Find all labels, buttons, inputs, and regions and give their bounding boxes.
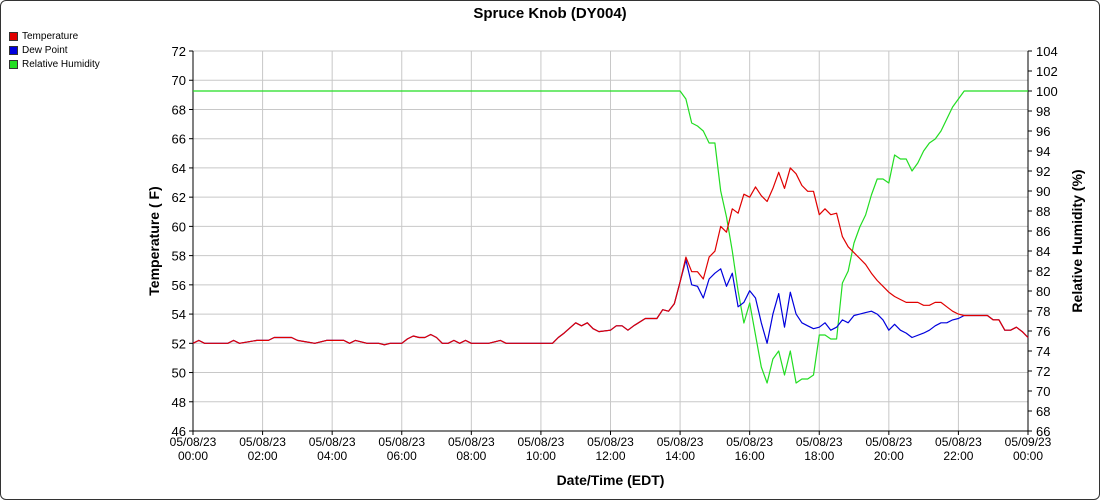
y-tick-label: 60 — [172, 219, 186, 234]
x-tick-label-time: 14:00 — [665, 449, 695, 463]
relative-humidity-line — [193, 90, 1028, 384]
y-tick-label: 64 — [172, 161, 186, 176]
chart-title: Spruce Knob (DY004) — [473, 5, 627, 22]
y2-tick-label: 94 — [1036, 144, 1050, 159]
y-tick-label: 52 — [172, 336, 186, 351]
x-tick-label-time: 12:00 — [595, 449, 625, 463]
y2-tick-label: 74 — [1036, 344, 1050, 359]
y2-axis-title: Relative Humidity (%) — [1069, 169, 1085, 312]
x-tick-label-date: 05/08/23 — [726, 435, 773, 449]
y-tick-label: 72 — [172, 44, 186, 59]
x-tick-label-time: 04:00 — [317, 449, 347, 463]
y-axis-title: Temperature ( F) — [146, 186, 162, 295]
x-tick-label-time: 18:00 — [804, 449, 834, 463]
y-tick-label: 48 — [172, 395, 186, 410]
y-tick-label: 56 — [172, 278, 186, 293]
x-tick-label-time: 08:00 — [456, 449, 486, 463]
legend-swatch-relative-humidity — [9, 59, 18, 69]
x-tick-label-date: 05/08/23 — [239, 435, 286, 449]
y2-tick-label: 84 — [1036, 244, 1050, 259]
y2-tick-label: 78 — [1036, 304, 1050, 319]
y2-tick-label: 102 — [1036, 64, 1058, 79]
y2-tick-label: 90 — [1036, 184, 1050, 199]
legend-label-temperature: Temperature — [22, 30, 79, 42]
y2-tick-label: 100 — [1036, 84, 1058, 99]
legend: Temperature Dew Point Relative Humidity — [9, 29, 100, 71]
x-tick-label-date: 05/08/23 — [796, 435, 843, 449]
y2-tick-label: 104 — [1036, 44, 1058, 59]
y2-tick-label: 86 — [1036, 224, 1050, 239]
x-tick-label-time: 22:00 — [943, 449, 973, 463]
x-tick-label-date: 05/08/23 — [378, 435, 425, 449]
x-tick-label-time: 10:00 — [526, 449, 556, 463]
x-tick-label-date: 05/08/23 — [309, 435, 356, 449]
legend-item-dew-point: Dew Point — [9, 43, 100, 57]
x-tick-label-date: 05/08/23 — [587, 435, 634, 449]
x-axis-title: Date/Time (EDT) — [557, 472, 665, 488]
y-tick-label: 54 — [172, 307, 186, 322]
y-tick-label: 46 — [172, 424, 186, 439]
y2-tick-label: 80 — [1036, 284, 1050, 299]
x-tick-label-time: 02:00 — [248, 449, 278, 463]
y2-tick-label: 88 — [1036, 204, 1050, 219]
legend-label-relative-humidity: Relative Humidity — [22, 58, 100, 70]
y-tick-label: 58 — [172, 249, 186, 264]
legend-item-relative-humidity: Relative Humidity — [9, 57, 100, 71]
x-tick-label-time: 00:00 — [178, 449, 208, 463]
x-tick-label-date: 05/08/23 — [518, 435, 565, 449]
x-tick-label-date: 05/08/23 — [170, 435, 217, 449]
y-tick-label: 66 — [172, 132, 186, 147]
y2-tick-label: 66 — [1036, 424, 1050, 439]
y2-tick-label: 92 — [1036, 164, 1050, 179]
x-tick-label-date: 05/08/23 — [657, 435, 704, 449]
legend-item-temperature: Temperature — [9, 29, 100, 43]
y-tick-label: 50 — [172, 366, 186, 381]
x-tick-label-time: 16:00 — [735, 449, 765, 463]
y2-tick-label: 72 — [1036, 364, 1050, 379]
x-tick-label-time: 00:00 — [1013, 449, 1043, 463]
y-tick-label: 68 — [172, 102, 186, 117]
y-tick-label: 62 — [172, 190, 186, 205]
y2-tick-label: 96 — [1036, 124, 1050, 139]
y-tick-label: 70 — [172, 73, 186, 88]
y2-tick-label: 98 — [1036, 104, 1050, 119]
x-tick-label-date: 05/08/23 — [448, 435, 495, 449]
legend-label-dew-point: Dew Point — [22, 44, 68, 56]
y2-tick-label: 68 — [1036, 404, 1050, 419]
legend-swatch-dew-point — [9, 45, 18, 55]
x-tick-label-date: 05/08/23 — [865, 435, 912, 449]
temperature-line — [192, 167, 1029, 346]
legend-swatch-temperature — [9, 31, 18, 41]
y2-tick-label: 82 — [1036, 264, 1050, 279]
x-tick-label-date: 05/09/23 — [1005, 435, 1052, 449]
y2-tick-label: 76 — [1036, 324, 1050, 339]
x-tick-label-date: 05/08/23 — [935, 435, 982, 449]
y2-tick-label: 70 — [1036, 384, 1050, 399]
x-tick-label-time: 20:00 — [874, 449, 904, 463]
x-tick-label-time: 06:00 — [387, 449, 417, 463]
